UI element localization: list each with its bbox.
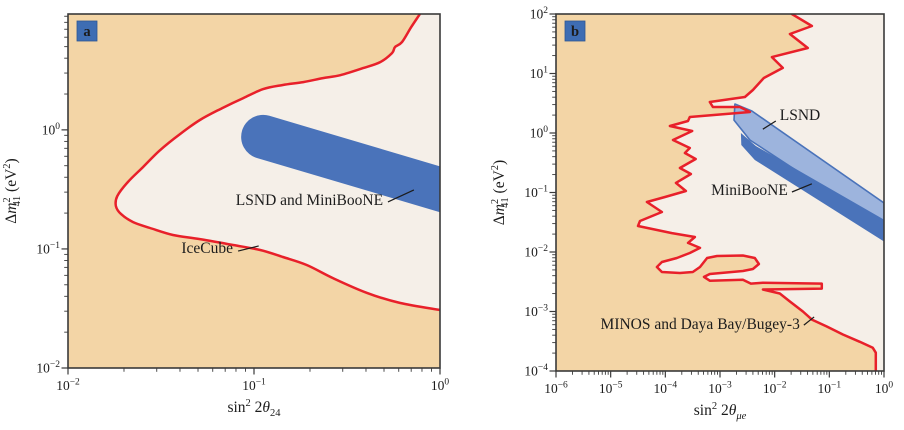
minos-dayabay-bugey-exclusion-contour	[636, 14, 878, 371]
y-tick-label: 10−1	[524, 185, 548, 201]
y-tick-label: 10−4	[524, 363, 548, 379]
miniboone-allowed-band	[740, 133, 884, 242]
y-tick-label: 102	[530, 6, 549, 22]
x-tick-label: 100	[875, 381, 894, 397]
panel-badge	[564, 20, 586, 42]
plot-clipped-group	[68, 14, 440, 368]
ticks-group	[549, 13, 885, 378]
lsnd-allowed-band	[733, 103, 884, 229]
icecube-exclusion-contour-excluded-fill	[68, 14, 440, 368]
panel-a: 10−2 10−1 100 10−2 10−1 100 sin2 2θ24 Δm241 (eV…	[2, 13, 450, 419]
icecube-label-pointer-line	[237, 245, 259, 252]
x-tick-label: 10−2	[763, 381, 787, 397]
lsnd-label: LSND	[780, 107, 820, 124]
panel-badge-label: b	[571, 24, 579, 40]
x-axis-title: sin2 2θ24	[227, 398, 281, 419]
plot-clipped-group	[556, 14, 884, 371]
lsnd-miniboone-label-pointer-line	[387, 189, 415, 203]
x-tick-label: 10−6	[544, 381, 568, 397]
y-tick-label: 100	[42, 122, 61, 138]
y-tick-label: 10−3	[524, 304, 548, 320]
miniboone-label-pointer-line	[791, 183, 813, 193]
lsnd-miniboone-label: LSND and MiniBooNE	[236, 192, 383, 209]
y-tick-label: 101	[530, 66, 549, 82]
x-tick-label: 10−5	[599, 381, 623, 397]
x-tick-label: 10−1	[242, 378, 266, 394]
x-tick-label: 10−1	[818, 381, 842, 397]
minos-dayabay-bugey-label-pointer-line	[803, 316, 815, 326]
icecube-exclusion-contour	[114, 14, 440, 312]
y-tick-label: 10−2	[36, 360, 60, 376]
icecube-label: IceCube	[181, 240, 233, 257]
y-tick-label: 10−1	[36, 241, 60, 257]
y-tick-label: 10−2	[524, 244, 548, 260]
minos-dayabay-bugey-label: MINOS and Daya Bay/Bugey-3	[601, 316, 801, 333]
lsnd-label-pointer-line	[762, 120, 777, 130]
panel-b: 10−6 10−5 10−4 10−3 10−2 10−1 100 10−4 10−3 10−2 1…	[490, 6, 893, 422]
lsnd-miniboone-allowed-band	[241, 114, 440, 213]
minos-dayabay-bugey-exclusion-contour-excluded-fill	[556, 14, 876, 371]
x-axis-title: sin2 2θμe	[694, 401, 747, 422]
panel-badge-label: a	[83, 24, 91, 40]
ticks-group	[61, 15, 441, 375]
x-tick-label: 10−4	[654, 381, 678, 397]
x-tick-label: 10−3	[708, 381, 732, 397]
y-axis-title: Δm241 (eV2)	[490, 160, 511, 225]
y-axis-title: Δm241 (eV2)	[2, 158, 23, 223]
x-tick-label: 10−2	[56, 378, 80, 394]
y-tick-label: 100	[530, 125, 549, 141]
x-tick-label: 100	[431, 378, 450, 394]
panel-badge	[76, 20, 98, 42]
miniboone-label: MiniBooNE	[711, 182, 788, 199]
